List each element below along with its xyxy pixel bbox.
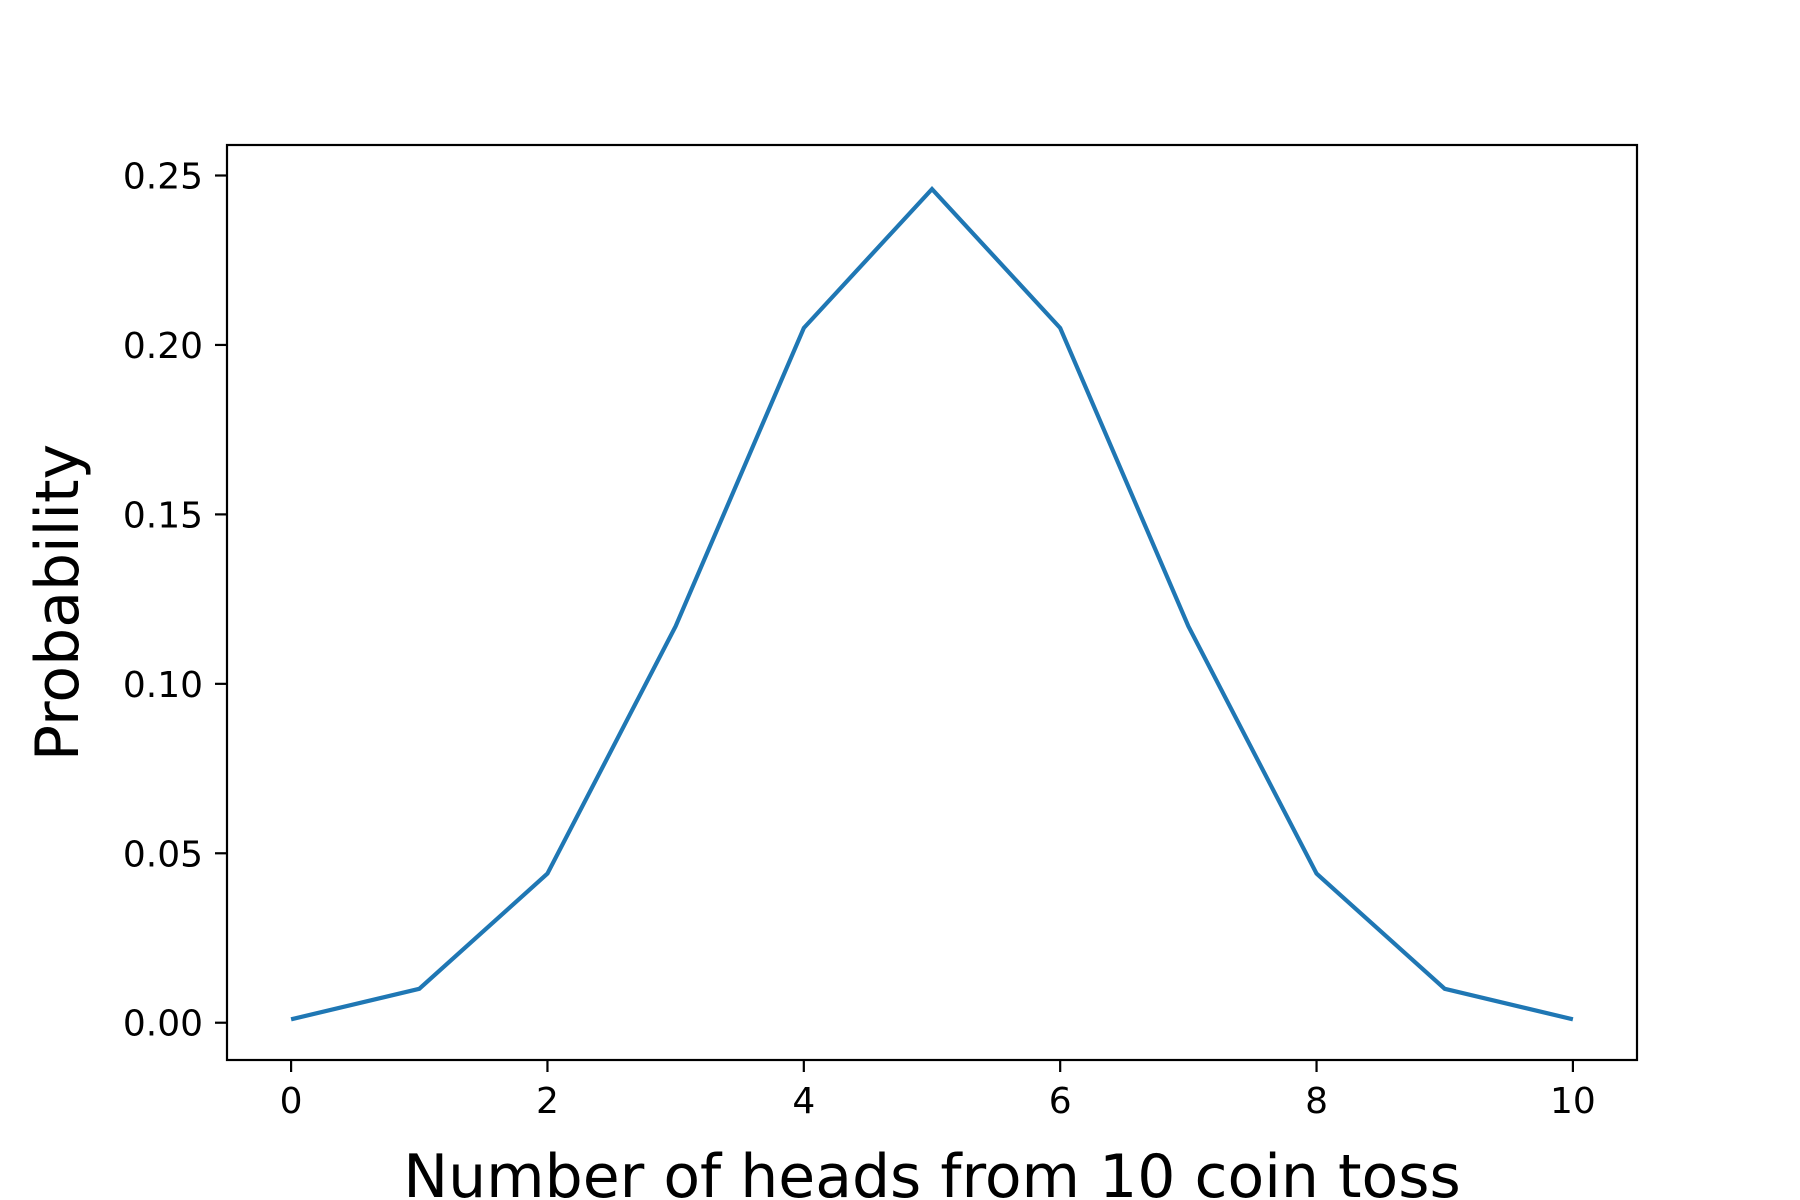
x-tick-label: 10 bbox=[1550, 1081, 1596, 1122]
plot-area bbox=[290, 185, 1574, 1022]
x-tick-label: 4 bbox=[792, 1081, 815, 1122]
series-line-0 bbox=[290, 185, 1574, 1022]
axes-frame bbox=[225, 143, 1639, 1062]
x-tick-label: 2 bbox=[536, 1081, 559, 1122]
x-tick-label: 0 bbox=[280, 1081, 303, 1122]
y-tick-label: 0.00 bbox=[123, 1004, 203, 1045]
y-tick-label: 0.10 bbox=[123, 665, 203, 706]
x-axis-title: Number of heads from 10 coin toss bbox=[403, 1142, 1460, 1200]
x-tick-label: 8 bbox=[1305, 1081, 1328, 1122]
y-tick-label: 0.20 bbox=[123, 326, 203, 367]
y-tick-label: 0.05 bbox=[123, 834, 203, 875]
y-tick-label: 0.15 bbox=[123, 495, 203, 536]
x-tick-label: 6 bbox=[1049, 1081, 1072, 1122]
y-axis-title: Probability bbox=[23, 444, 93, 761]
y-tick-label: 0.25 bbox=[123, 157, 203, 198]
x-axis: 0 2 4 6 8 10 bbox=[280, 1060, 1596, 1122]
y-axis: 0.00 0.05 0.10 0.15 0.20 0.25 bbox=[123, 157, 227, 1045]
